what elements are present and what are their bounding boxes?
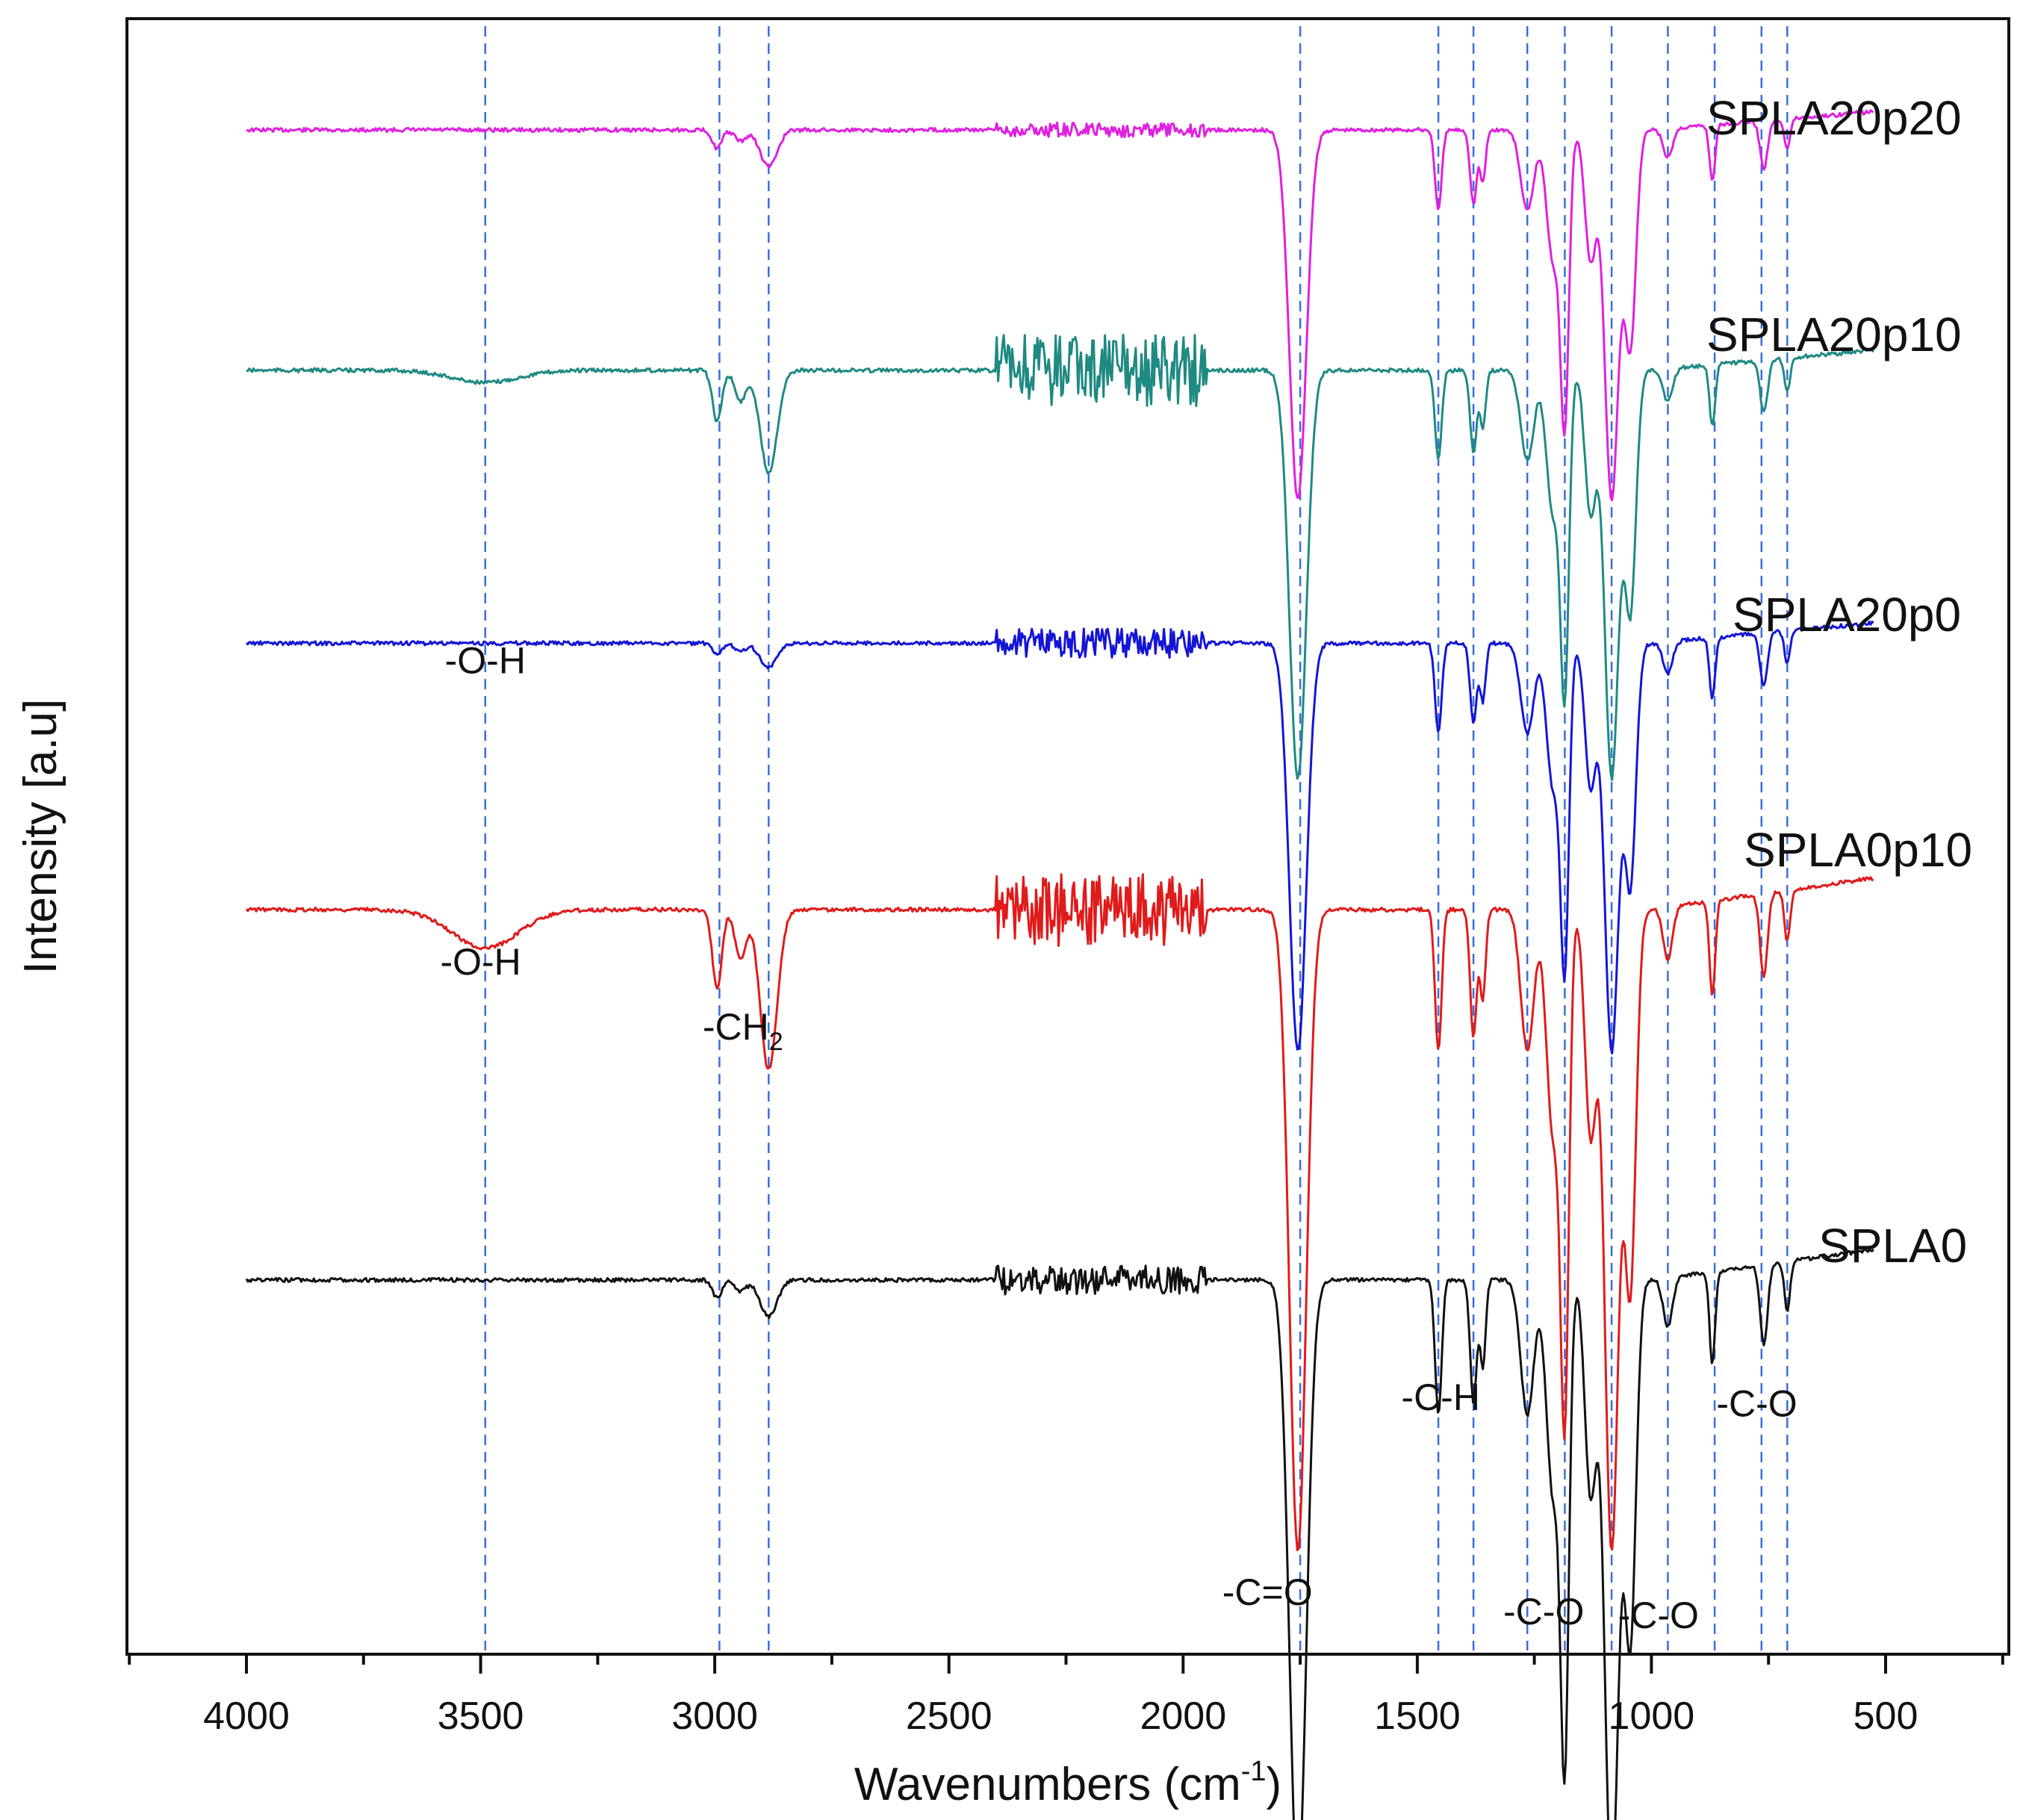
x-axis-label-sup: -1 [1241,1756,1267,1787]
x-axis-label-main: Wavenumbers (cm [854,1759,1241,1810]
x-axis-label-close: ) [1267,1759,1282,1810]
annotation-4: -C-H [1401,1376,1480,1418]
annotation-6: -C-O [1618,1594,1699,1636]
x-tick-label-3500: 3500 [438,1695,524,1738]
x-tick-label-500: 500 [1853,1695,1918,1738]
x-tick-label-1000: 1000 [1609,1695,1695,1738]
trace-SPLA20p20 [246,109,1874,502]
annotation-1: -O-H [440,941,521,983]
y-axis-label: Intensity [a.u] [15,699,66,975]
x-axis-label: Wavenumbers (cm-1) [854,1756,1281,1810]
annotation-2: -CH2 [703,1006,783,1056]
spectra-traces [245,109,1875,1820]
series-label-SPLA0: SPLA0 [1818,1219,1967,1273]
series-label-SPLA20p10: SPLA20p10 [1706,308,1962,361]
series-label-SPLA0p10: SPLA0p10 [1744,823,1972,877]
series-labels: SPLA20p20 SPLA20p10 SPLA20p0 SPLA0p10 SPLA0 [1706,91,1972,1273]
x-tick-label-2000: 2000 [1140,1695,1226,1738]
x-tick-label-3000: 3000 [671,1695,758,1738]
trace-SPLA0 [245,1248,1874,1820]
x-tick-label-2500: 2500 [906,1695,992,1738]
x-tick-label-1500: 1500 [1374,1695,1461,1738]
peak-annotations: -O-H -O-H -CH2 -C=O -C-H -C-O -C-O -C-O [440,639,1797,1636]
series-label-SPLA20p20: SPLA20p20 [1706,91,1962,145]
trace-SPLA20p10 [246,333,1875,781]
annotation-0: -O-H [445,639,526,681]
annotation-3: -C=O [1222,1571,1313,1613]
annotation-5: -C-O [1503,1591,1584,1633]
trace-SPLA20p0 [246,620,1874,1055]
plot-frame [125,17,2010,1656]
x-axis-ticks: 4000 3500 3000 2500 2000 1500 1000 500 [128,1654,2004,1738]
series-label-SPLA20p0: SPLA20p0 [1733,588,1961,642]
trace-SPLA0p10 [245,873,1874,1552]
annotation-7: -C-O [1716,1383,1797,1425]
reference-lines [484,26,1789,1650]
x-tick-label-4000: 4000 [203,1695,290,1738]
